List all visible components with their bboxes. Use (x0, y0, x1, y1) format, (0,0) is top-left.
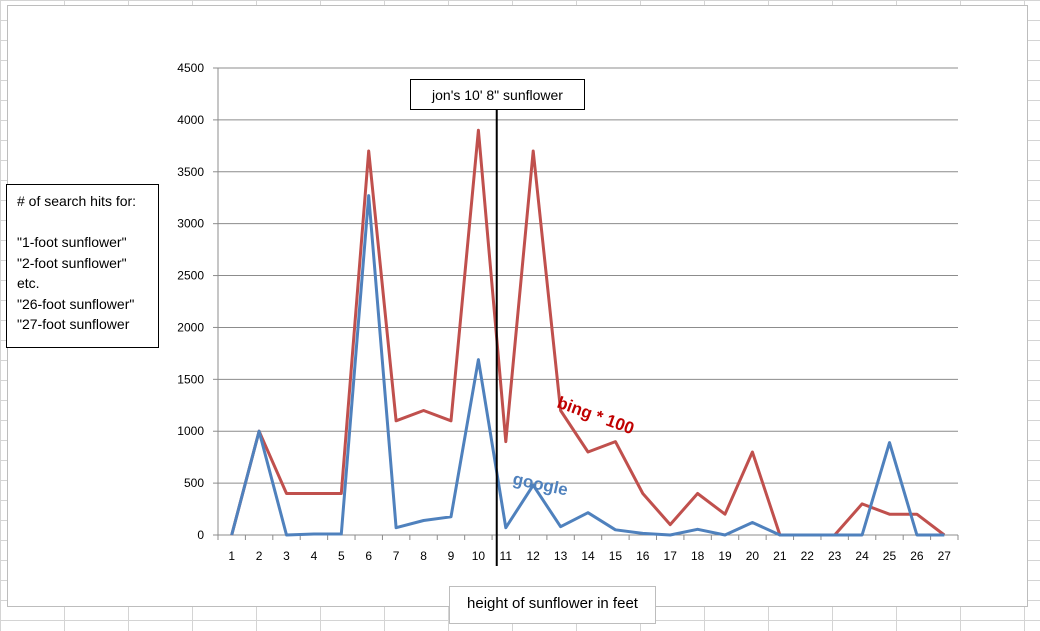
x-tick-label: 9 (448, 549, 455, 563)
x-tick-label: 14 (581, 549, 595, 563)
y-tick-label: 4500 (177, 61, 204, 75)
legend-line: etc. (17, 275, 40, 291)
legend-line: "1-foot sunflower" (17, 234, 127, 250)
x-tick-label: 24 (855, 549, 869, 563)
x-tick-label: 5 (338, 549, 345, 563)
x-tick-label: 19 (718, 549, 732, 563)
x-tick-label: 3 (283, 549, 290, 563)
series-lines (230, 128, 946, 537)
x-tick-label: 21 (773, 549, 787, 563)
y-tick-label: 3000 (177, 217, 204, 231)
y-tick-label: 2500 (177, 269, 204, 283)
x-tick-label: 12 (527, 549, 541, 563)
x-tick-label: 16 (636, 549, 650, 563)
y-tick-label: 4000 (177, 113, 204, 127)
x-tick-label: 10 (472, 549, 486, 563)
x-tick-label: 11 (500, 549, 513, 563)
x-tick-label: 15 (609, 549, 623, 563)
legend-line: "2-foot sunflower" (17, 254, 127, 271)
x-axis-ticks: 1 2 3 4 5 6 7 8 9 10 11 12 13 14 15 16 17 18 19 20 21 22 23 24 2… (228, 549, 951, 563)
x-tick-label: 23 (828, 549, 842, 563)
x-tick-label: 20 (746, 549, 760, 563)
x-tick-label: 1 (228, 549, 235, 563)
y-tick-label: 3500 (177, 165, 204, 179)
x-tick-label: 18 (691, 549, 705, 563)
x-tick-label: 13 (554, 549, 568, 563)
y-tick-label: 500 (184, 476, 204, 490)
y-axis-ticks: 0 500 1000 1500 2000 2500 3000 3500 4000 4500 (177, 61, 204, 542)
legend-box: # of search hits for: "1-foot sunflower"… (6, 184, 159, 348)
x-tick-label: 8 (420, 549, 427, 563)
y-tick-label: 0 (197, 528, 204, 542)
x-tick-label: 17 (664, 549, 678, 563)
x-tick-label: 25 (883, 549, 897, 563)
x-tick-label: 7 (393, 549, 400, 563)
legend-line (17, 212, 158, 233)
gridlines (213, 67, 959, 540)
annotation-label: jon's 10' 8" sunflower (410, 79, 585, 110)
y-tick-label: 1500 (177, 372, 204, 386)
y-tick-label: 1000 (177, 424, 204, 438)
x-axis-title: height of sunflower in feet (449, 586, 656, 624)
legend-line: "26-foot sunflower" (17, 295, 135, 312)
legend-line: # of search hits for: (17, 193, 137, 209)
legend-line: "27-foot sunflower (17, 316, 130, 332)
y-tick-label: 2000 (177, 320, 204, 334)
x-tick-label: 6 (365, 549, 372, 563)
x-tick-label: 22 (801, 549, 815, 563)
x-tick-label: 26 (910, 549, 924, 563)
series-line-bing (230, 128, 946, 537)
x-tick-label: 2 (256, 549, 263, 563)
x-tick-label: 4 (311, 549, 318, 563)
series-line-google (230, 194, 945, 537)
x-tick-label: 27 (938, 549, 952, 563)
